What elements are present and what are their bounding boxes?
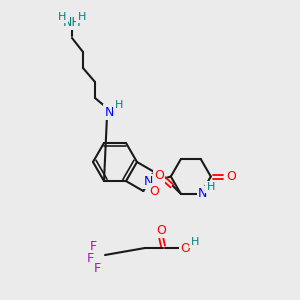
Text: H: H [115, 100, 123, 110]
Text: H: H [78, 12, 86, 22]
Text: H: H [58, 12, 66, 22]
Text: NH: NH [63, 16, 81, 28]
Text: O: O [154, 169, 164, 182]
Text: O: O [156, 224, 166, 236]
Text: N: N [104, 106, 114, 118]
Text: H: H [207, 182, 215, 192]
Text: F: F [93, 262, 100, 275]
Text: O: O [180, 242, 190, 254]
Text: O: O [149, 184, 159, 197]
Text: N: N [198, 187, 208, 200]
Text: F: F [86, 253, 94, 266]
Text: O: O [226, 170, 236, 183]
Text: H: H [191, 237, 199, 247]
Text: F: F [89, 241, 97, 254]
Text: N: N [144, 175, 154, 188]
